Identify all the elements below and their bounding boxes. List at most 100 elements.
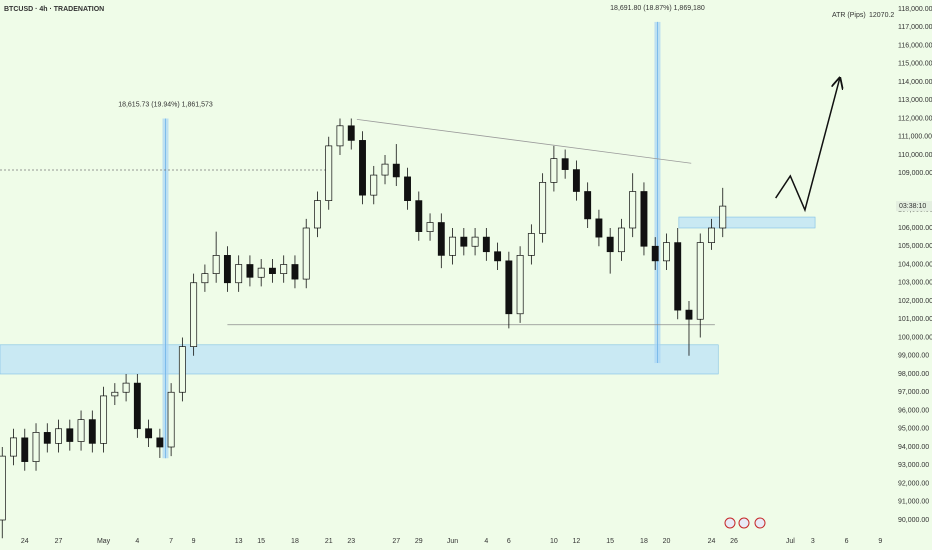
candle-body — [561, 158, 569, 170]
candle-body — [77, 419, 85, 442]
y-tick-label: 92,000.00 — [898, 480, 929, 487]
candle-body — [550, 158, 558, 183]
x-tick-label: 21 — [325, 538, 333, 545]
candle-body — [685, 309, 693, 320]
candle-body — [133, 382, 141, 430]
x-tick-label: 13 — [235, 538, 243, 545]
candle-body — [302, 227, 310, 280]
candle-body — [584, 191, 592, 220]
x-tick-label: 6 — [507, 538, 511, 545]
y-tick-label: 111,000.00 — [898, 134, 932, 141]
event-icons — [724, 517, 766, 529]
event-icon[interactable] — [738, 517, 750, 529]
candle-body — [640, 191, 648, 247]
x-tick-label: 7 — [169, 538, 173, 545]
x-tick-label: Jun — [447, 538, 458, 545]
candle-body — [426, 222, 434, 232]
candle-body — [674, 242, 682, 311]
x-tick-label: 24 — [21, 538, 29, 545]
candle-body — [381, 163, 389, 176]
y-tick-label: 94,000.00 — [898, 444, 929, 451]
chart-title: BTCUSD · 4h · TRADENATION — [4, 6, 104, 13]
candle-body — [505, 260, 513, 315]
y-tick-label: 95,000.00 — [898, 426, 929, 433]
candle-body — [314, 200, 321, 229]
y-tick-label: 104,000.00 — [898, 261, 932, 268]
y-tick-label: 103,000.00 — [898, 280, 932, 287]
candle-body — [606, 236, 614, 253]
candle-body — [246, 264, 254, 278]
zone — [678, 216, 816, 229]
candle-body — [663, 242, 670, 262]
y-tick-label: 102,000.00 — [898, 298, 932, 305]
candle-body — [617, 227, 625, 253]
candle-body — [111, 391, 119, 397]
x-tick-label: 23 — [347, 538, 355, 545]
y-tick-label: 115,000.00 — [898, 61, 932, 68]
candle-body — [595, 218, 603, 238]
indicator-name: ATR (Pips) — [832, 12, 866, 19]
y-tick-label: 113,000.00 — [898, 97, 932, 104]
candle-body — [100, 395, 108, 444]
y-tick-label: 99,000.00 — [898, 353, 929, 360]
y-tick-label: 116,000.00 — [898, 42, 932, 49]
candle-body — [55, 428, 62, 444]
candle-body — [178, 346, 186, 393]
drawing-line — [356, 119, 692, 164]
candle-body — [223, 255, 231, 284]
event-icon[interactable] — [724, 517, 736, 529]
candle-body — [336, 125, 344, 147]
candle-body — [190, 282, 198, 347]
candle-body — [482, 236, 490, 253]
x-tick-label: 9 — [192, 538, 196, 545]
x-tick-label: 12 — [573, 538, 581, 545]
x-tick-label: 27 — [55, 538, 63, 545]
y-tick-label: 118,000.00 — [898, 6, 932, 13]
candle-body — [156, 437, 164, 448]
y-tick-label: 90,000.00 — [898, 517, 929, 524]
candle-body — [415, 200, 423, 232]
candle-body — [0, 455, 6, 521]
x-tick-label: 4 — [135, 538, 139, 545]
countdown: 03:38:10 — [899, 203, 926, 210]
zone — [0, 344, 719, 375]
candle-body — [651, 245, 659, 262]
candle-body — [88, 419, 96, 444]
y-tick-label: 110,000.00 — [898, 152, 932, 159]
event-icon[interactable] — [754, 517, 766, 529]
y-tick-label: 109,000.00 — [898, 170, 932, 177]
x-tick-label: 10 — [550, 538, 558, 545]
x-tick-label: 9 — [878, 538, 882, 545]
y-tick-label: 105,000.00 — [898, 243, 932, 250]
measure-label: 18,691.80 (18.87%) 1,869,180 — [610, 5, 705, 12]
x-tick-label: 27 — [392, 538, 400, 545]
candle-body — [43, 432, 51, 444]
candle-body — [212, 255, 220, 274]
candle-body — [539, 182, 547, 234]
x-tick-label: Jul — [786, 538, 795, 545]
x-tick-label: 29 — [415, 538, 423, 545]
candle-body — [10, 437, 17, 457]
measure-label: 18,615.73 (19.94%) 1,861,573 — [118, 101, 213, 108]
x-tick-label: 20 — [663, 538, 671, 545]
y-tick-label: 117,000.00 — [898, 24, 932, 31]
indicator-value: 12070.2 — [869, 12, 894, 19]
x-tick-label: 15 — [257, 538, 265, 545]
y-tick-label: 98,000.00 — [898, 371, 929, 378]
candle-body — [32, 432, 40, 462]
y-tick-label: 96,000.00 — [898, 407, 929, 414]
candle-body — [145, 428, 153, 439]
candle-body — [66, 428, 74, 442]
candle-body — [21, 437, 29, 462]
candle-body — [460, 236, 468, 247]
candle-body — [719, 205, 727, 229]
candle-body — [291, 264, 299, 280]
candle-body — [629, 191, 637, 229]
x-tick-label: 18 — [640, 538, 648, 545]
x-tick-label: 4 — [484, 538, 488, 545]
candle-body — [392, 163, 400, 178]
x-tick-label: 24 — [708, 538, 716, 545]
candle-body — [708, 227, 715, 243]
